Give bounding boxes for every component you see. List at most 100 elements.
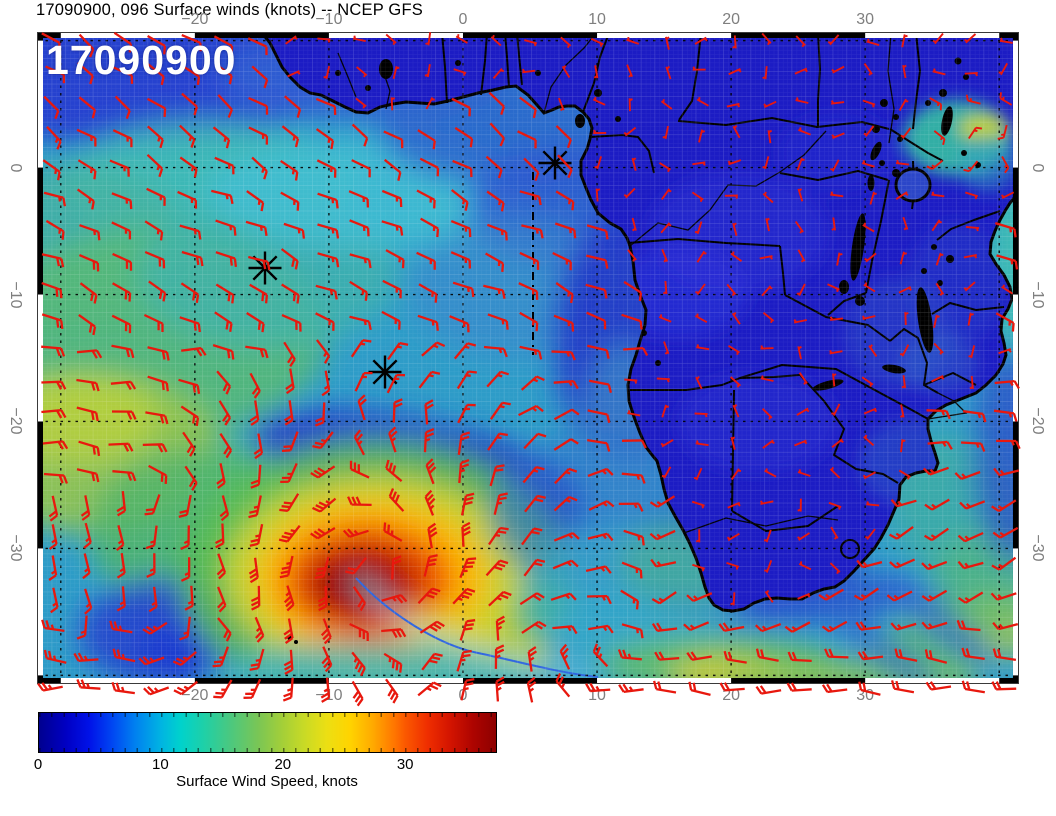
- wind-barb: [898, 98, 909, 111]
- wind-barb: [419, 157, 440, 177]
- wind-barb: [519, 96, 537, 119]
- wind-barb: [889, 558, 916, 569]
- wind-barb: [488, 526, 509, 546]
- wind-barb: [726, 532, 740, 542]
- wind-barb: [453, 342, 477, 360]
- wind-barb: [862, 471, 876, 480]
- wind-barb: [73, 652, 99, 662]
- wind-barb: [587, 467, 614, 477]
- wind-barb: [954, 470, 981, 480]
- wind-barb: [553, 380, 579, 390]
- wind-barb: [553, 408, 580, 421]
- wind-barb: [111, 344, 135, 359]
- frame-band-segment: [1013, 675, 1018, 683]
- wind-barb: [551, 350, 576, 361]
- wind-barb: [621, 623, 644, 639]
- wind-barb: [342, 528, 369, 538]
- wind-barb: [694, 313, 708, 324]
- wind-barb: [696, 97, 709, 107]
- wind-barb: [559, 643, 571, 670]
- wind-barb: [929, 97, 943, 111]
- lat-tick: −20: [1029, 407, 1046, 436]
- wind-barb: [925, 681, 952, 691]
- wind-barb: [627, 249, 637, 262]
- wind-barb: [829, 349, 843, 355]
- wind-barb: [519, 190, 542, 206]
- frame-band-segment: [38, 33, 61, 38]
- wind-barb: [866, 501, 880, 507]
- wind-barb: [450, 189, 469, 211]
- star-marker: [372, 359, 398, 385]
- lon-tick: −20: [181, 687, 209, 704]
- wind-barb: [461, 521, 471, 547]
- wind-barb: [935, 252, 944, 266]
- wind-barb: [924, 527, 949, 542]
- wind-barb: [109, 620, 133, 634]
- wind-barb: [828, 501, 842, 510]
- wind-barb: [460, 677, 475, 701]
- wind-barb: [457, 403, 476, 424]
- wind-barb: [761, 32, 772, 46]
- map-frame: 17090900: [37, 31, 1021, 707]
- wind-barb: [248, 96, 269, 115]
- wind-barb: [553, 438, 579, 451]
- wind-barb: [248, 495, 262, 519]
- wind-barb: [416, 251, 436, 270]
- wind-barb: [485, 559, 509, 577]
- wind-barb: [868, 344, 878, 357]
- frame-band-segment: [731, 678, 866, 683]
- wind-barb: [522, 465, 545, 484]
- wind-barb: [992, 621, 1019, 631]
- colorbar-tickmarks-top: [39, 713, 496, 717]
- wind-barb: [555, 125, 572, 149]
- wind-barb: [661, 466, 672, 479]
- wind-barb: [764, 590, 774, 603]
- wind-barb: [82, 553, 91, 580]
- wind-barb: [759, 255, 773, 260]
- wind-barb: [862, 99, 876, 108]
- wind-barb: [487, 313, 509, 330]
- wind-barb: [659, 162, 671, 173]
- wind-barb: [43, 191, 67, 207]
- wind-barb: [899, 251, 907, 265]
- lat-tick: −30: [7, 534, 24, 562]
- wind-barb: [558, 97, 565, 112]
- wind-barb: [661, 249, 668, 263]
- wind-barb: [493, 492, 508, 515]
- wind-barb: [388, 426, 398, 453]
- wind-barb: [179, 616, 191, 641]
- wind-barb: [694, 36, 708, 45]
- wind-barb: [933, 342, 944, 355]
- wind-barb: [181, 34, 202, 52]
- wind-barb: [762, 156, 770, 170]
- wind-barb: [621, 561, 643, 579]
- wind-barb: [455, 34, 468, 44]
- wind-barb: [649, 495, 676, 508]
- wind-barb: [794, 220, 804, 234]
- wind-barb: [686, 651, 712, 661]
- wind-barb: [524, 39, 538, 47]
- wind-barb: [555, 673, 571, 698]
- wind-barb: [352, 35, 366, 43]
- wind-barb: [315, 284, 338, 300]
- wind-barb: [553, 314, 575, 332]
- wind-barb: [146, 553, 156, 578]
- wind-barb: [495, 676, 505, 702]
- wind-barb: [627, 410, 641, 417]
- wind-barb: [965, 94, 981, 105]
- wind-barb: [212, 344, 235, 360]
- wind-barb: [661, 188, 672, 200]
- wind-barb: [351, 651, 366, 677]
- frame-band-segment: [38, 33, 43, 41]
- wind-barb: [587, 438, 611, 452]
- wind-barb: [452, 587, 476, 605]
- wind-barb: [215, 219, 237, 236]
- wind-barb: [173, 680, 199, 696]
- wind-barb: [249, 523, 264, 547]
- wind-barb: [998, 348, 1012, 355]
- wind-barb: [45, 65, 66, 84]
- wind-barb: [1000, 191, 1015, 199]
- wind-barb: [317, 192, 339, 209]
- wind-barb: [76, 615, 88, 640]
- wind-barb: [388, 488, 405, 512]
